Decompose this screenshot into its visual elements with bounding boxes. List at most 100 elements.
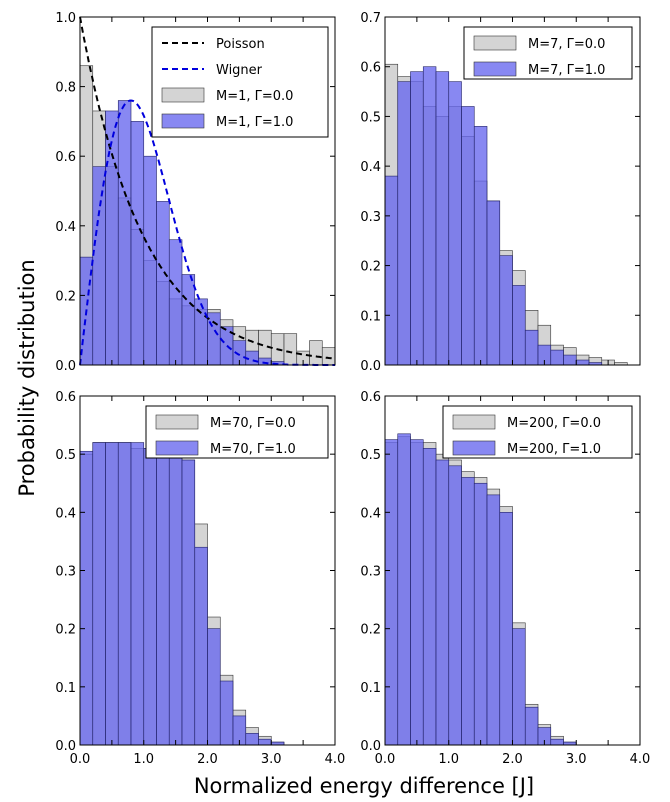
y-tick-label: 0.1 [360,309,381,324]
y-tick-label: 0.5 [360,110,381,125]
bar-gamma1-bin-14 [258,738,272,746]
bar-gamma1-bin-13 [245,733,259,746]
bar-gamma1-bin-8 [181,459,196,746]
bar-gamma1-bin-4 [435,459,450,746]
bar-gamma1-bin-5 [143,448,157,746]
x-tick-label: 3.0 [261,752,282,767]
bar-gamma1-bin-3 [422,66,437,366]
bar-gamma1-bin-10 [512,628,526,746]
y-tick-label: 0.2 [55,623,76,638]
bar-gamma1-bin-11 [219,680,234,746]
legend: Poisson Wigner M=1, Γ=0.0 M=1, Γ=1.0 [151,26,329,138]
panel-top-left: 0.0 0.2 0.4 0.6 0.8 1.0 Poisson Wigner M=1, Γ=0.… [55,11,336,374]
panel-bottom-right: 0.0 0.1 0.2 0.3 0.4 0.5 0.6 0.0 1.0 2.0 3.0 4.0 M=20… [360,390,650,767]
bar-gamma1-bin-2 [105,442,119,746]
bar-gamma1-bin-10 [512,285,526,366]
y-tick-label: 0.0 [360,739,381,754]
legend-swatch [161,87,205,103]
bar-gamma1-bin-7 [168,453,183,746]
bar-gamma1-bin-10 [207,312,221,366]
legend-label: M=200, Γ=0.0 [507,416,601,431]
y-tick-label: 0.7 [360,11,381,26]
bar-gamma1-bin-6 [461,477,475,746]
y-tick-label: 0.6 [55,150,76,165]
legend-swatch [155,414,199,430]
legend-label: M=70, Γ=0.0 [210,416,296,431]
bar-gamma1-bin-8 [486,200,501,366]
bar-gamma1-bin-4 [130,121,145,366]
bar-gamma1-bin-9 [499,255,513,366]
bar-gamma0-bin-19 [321,347,336,366]
bar-gamma1-bin-11 [524,329,539,366]
bar-gamma1-bin-6 [461,106,475,366]
x-tick-label: 0.0 [375,752,396,767]
bar-gamma1-bin-5 [448,465,462,746]
x-tick-label: 2.0 [197,752,218,767]
bar-gamma1-bin-9 [194,298,208,366]
legend-label: M=7, Γ=1.0 [528,63,605,78]
y-tick-label: 0.5 [55,448,76,463]
x-axis-label: Normalized energy difference [J] [194,774,534,798]
bar-gamma1-bin-2 [410,71,424,366]
bar-gamma1-bin-3 [117,100,132,366]
legend: M=7, Γ=0.0 M=7, Γ=1.0 [463,26,633,80]
legend-swatch [155,440,199,456]
bar-gamma1-bin-10 [207,628,221,746]
y-tick-label: 0.6 [360,61,381,76]
y-tick-label: 0.2 [55,289,76,304]
legend-label: Poisson [216,37,265,52]
y-tick-label: 0.4 [360,506,381,521]
x-tick-label: 1.0 [133,752,154,767]
y-tick-label: 0.0 [55,359,76,374]
bar-gamma1-bin-1 [92,442,106,746]
bar-gamma1-bin-9 [194,546,208,746]
legend-swatch [473,61,517,77]
legend: M=200, Γ=0.0 M=200, Γ=1.0 [442,405,633,459]
bar-gamma1-bin-6 [156,448,170,746]
bar-gamma1-bin-5 [143,155,157,366]
bar-gamma1-bin-15 [575,359,590,366]
bar-gamma1-bin-1 [397,81,411,366]
legend-label: M=1, Γ=0.0 [216,89,293,104]
y-tick-label: 0.5 [360,448,381,463]
y-tick-label: 1.0 [55,11,76,26]
y-tick-label: 0.4 [360,160,381,175]
x-tick-label: 4.0 [325,752,346,767]
y-tick-label: 0.8 [55,81,76,96]
bar-gamma1-bin-9 [499,512,513,746]
bar-gamma1-bin-13 [550,738,564,746]
y-tick-label: 0.4 [55,506,76,521]
x-tick-label: 2.0 [502,752,523,767]
y-tick-label: 0.6 [55,390,76,405]
x-tick-label: 1.0 [438,752,459,767]
bar-gamma1-bin-13 [550,349,564,366]
bar-gamma1-bin-2 [410,439,424,746]
bar-gamma1-bin-4 [435,71,450,366]
bar-gamma1-bin-11 [524,706,539,746]
y-tick-label: 0.2 [360,260,381,275]
panel-top-right: 0.00.10.20.30.40.50.60.7M=7, Γ=0.0M=7, Γ… [360,11,641,374]
y-tick-label: 0.6 [360,390,381,405]
bar-gamma1-bin-5 [448,81,462,366]
legend-label: Wigner [216,63,263,78]
bar-gamma1-bin-4 [130,442,145,746]
y-tick-label: 0.3 [55,565,76,580]
y-tick-label: 0.3 [360,210,381,225]
legend-swatch [452,414,496,430]
bar-gamma1-bin-0 [384,439,399,746]
legend-label: M=70, Γ=1.0 [210,442,296,457]
y-tick-label: 0.1 [360,681,381,696]
y-tick-label: 0.2 [360,623,381,638]
bar-gamma1-bin-7 [473,482,488,746]
bar-gamma1-bin-1 [92,166,106,366]
bar-gamma1-bin-14 [258,357,272,366]
legend-swatch [473,35,517,51]
bar-gamma1-bin-6 [156,201,170,366]
bar-gamma1-bin-3 [422,448,437,746]
bar-gamma1-bin-3 [117,442,132,746]
bar-gamma1-bin-1 [397,433,411,746]
bar-gamma1-bin-7 [168,239,183,366]
legend-swatch [161,113,205,129]
legend-label: M=1, Γ=1.0 [216,115,293,130]
x-tick-label: 3.0 [566,752,587,767]
